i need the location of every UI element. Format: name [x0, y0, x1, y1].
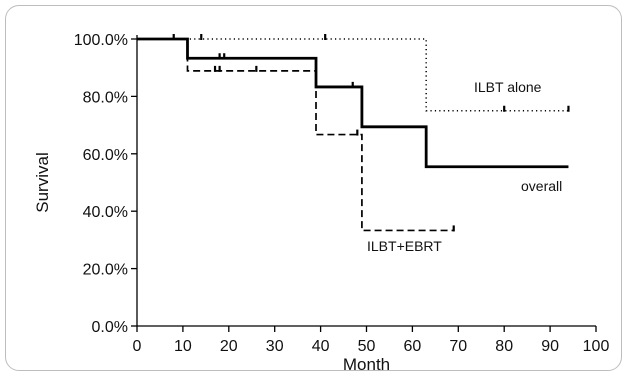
x-tick-label: 90	[541, 338, 559, 355]
chart-frame: 0 10 20 30 40 50 60 70 80 90 100 0.0% 20.0% 40.0% 60.0…	[5, 5, 622, 371]
x-tick-label: 70	[449, 338, 467, 355]
x-tick-label: 10	[174, 338, 192, 355]
y-tick-label: 100.0%	[74, 32, 128, 49]
curve-ilbt-alone	[137, 38, 569, 112]
y-tick-label: 80.0%	[83, 89, 128, 106]
x-tick-label: 20	[220, 338, 238, 355]
x-tick-label: 100	[583, 338, 610, 355]
annotation-ilbt-ebrt: ILBT+EBRT	[367, 238, 442, 254]
survival-chart: 0 10 20 30 40 50 60 70 80 90 100 0.0% 20.0% 40.0% 60.0…	[33, 32, 610, 371]
x-tick-label: 60	[404, 338, 422, 355]
curve-ilbt-ebrt	[137, 38, 454, 232]
curve-overall	[137, 37, 569, 169]
x-tick-label: 40	[312, 338, 330, 355]
x-tick-label: 80	[495, 338, 513, 355]
y-tick-label: 20.0%	[83, 262, 128, 279]
y-tick-label: 60.0%	[83, 147, 128, 164]
x-tick-label: 50	[358, 338, 376, 355]
y-tick-label: 0.0%	[92, 319, 128, 336]
x-tick-label: 30	[266, 338, 284, 355]
y-tick-label: 40.0%	[83, 204, 128, 221]
y-axis-title: Survival	[33, 152, 52, 212]
annotation-ilbt-alone: ILBT alone	[474, 79, 542, 95]
x-tick-label: 0	[133, 338, 142, 355]
x-axis-title: Month	[343, 355, 390, 371]
annotation-overall: overall	[521, 178, 562, 194]
